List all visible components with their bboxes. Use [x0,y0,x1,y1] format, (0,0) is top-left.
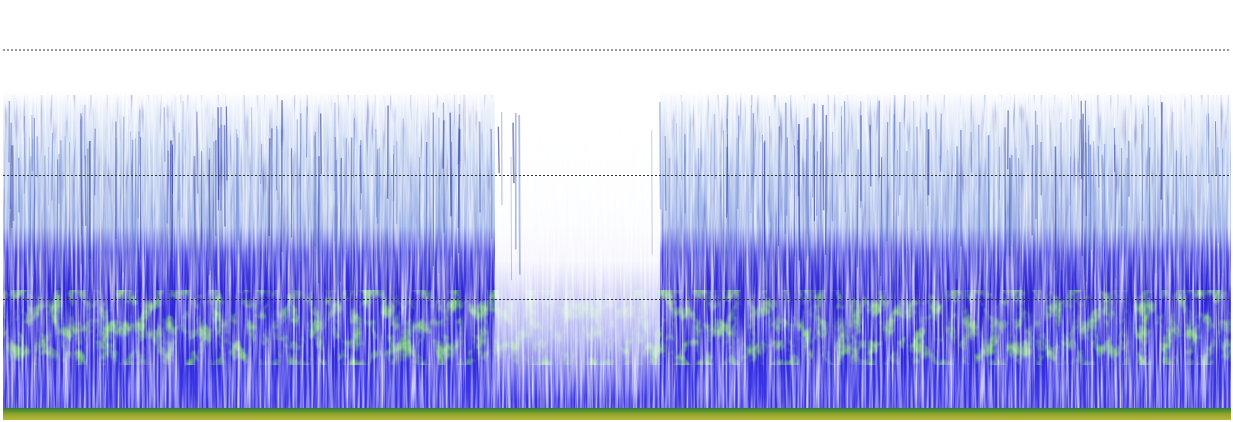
streak [893,114,894,248]
streak [798,140,799,196]
streak [858,149,859,267]
streak [971,132,972,173]
streak [989,135,990,292]
streak [817,151,818,215]
streak [660,102,661,210]
streak [218,128,219,210]
page: (() => { const svg = document.getElement… [0,0,1233,422]
streak [1115,145,1116,279]
spectrogram [0,0,1233,422]
streak [519,115,520,275]
streak [138,132,139,219]
streak [123,117,124,273]
streak [845,101,846,212]
streak [1176,150,1177,267]
streak [826,115,827,255]
streak [340,158,341,282]
streak [443,103,444,233]
streak [479,121,480,212]
streak [132,140,133,275]
streak [1090,144,1091,249]
streak [491,129,492,239]
streak [736,138,737,245]
streak [135,138,136,290]
streak [979,125,980,275]
streak [215,118,216,171]
streak [1126,158,1127,313]
streak [813,136,814,198]
streak [269,138,270,236]
streak [870,125,871,187]
streak [1104,144,1105,247]
streak [940,156,941,261]
streak [351,138,352,293]
streak [1098,146,1099,188]
streak [171,140,172,289]
streak [450,113,451,217]
streak [87,149,88,302]
streak [1061,123,1062,271]
streak [167,150,168,223]
streak [1011,155,1012,247]
streak [213,141,214,289]
streak [226,106,227,180]
streak [823,105,824,210]
streak [1102,155,1103,229]
streak [81,114,82,265]
streak [714,114,715,179]
streak [785,103,786,234]
streak [10,123,11,209]
streak [926,112,927,180]
streak [1082,114,1083,256]
streak [321,113,322,174]
streak [307,106,308,157]
streak [917,127,918,232]
streak [787,137,788,215]
streak [498,127,499,174]
streak [1162,144,1163,227]
streak [13,145,14,221]
streak [459,129,460,253]
streak [300,113,301,261]
streak [65,136,66,232]
streak [197,112,198,194]
streak [821,142,822,293]
low-frequency-floor [3,408,1231,420]
streak [164,107,165,162]
streak [95,129,96,196]
streak [513,123,514,184]
